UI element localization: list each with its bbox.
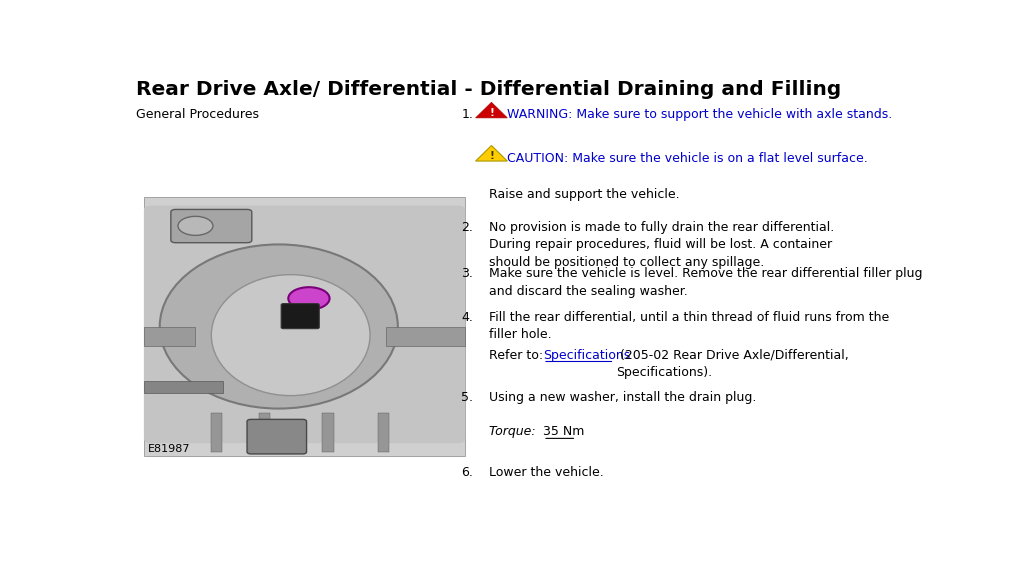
Polygon shape <box>475 102 507 118</box>
Circle shape <box>178 217 213 236</box>
FancyBboxPatch shape <box>282 304 319 329</box>
Text: CAUTION: Make sure the vehicle is on a flat level surface.: CAUTION: Make sure the vehicle is on a f… <box>507 151 868 164</box>
FancyBboxPatch shape <box>259 413 270 452</box>
Text: E81987: E81987 <box>147 444 190 454</box>
Text: !: ! <box>489 151 494 161</box>
FancyBboxPatch shape <box>323 413 334 452</box>
FancyBboxPatch shape <box>386 327 465 346</box>
Text: 1.: 1. <box>461 108 473 121</box>
Text: No provision is made to fully drain the rear differential.
During repair procedu: No provision is made to fully drain the … <box>489 220 835 269</box>
Ellipse shape <box>160 245 397 408</box>
Text: Rear Drive Axle/ Differential - Differential Draining and Filling: Rear Drive Axle/ Differential - Differen… <box>136 80 841 99</box>
Text: Torque:: Torque: <box>489 425 544 439</box>
Text: Make sure the vehicle is level. Remove the rear differential filler plug
and dis: Make sure the vehicle is level. Remove t… <box>489 268 923 298</box>
Text: 35 Nm: 35 Nm <box>543 425 585 439</box>
Text: Refer to:: Refer to: <box>489 348 547 361</box>
Polygon shape <box>475 145 507 161</box>
FancyBboxPatch shape <box>143 327 196 346</box>
FancyBboxPatch shape <box>143 381 223 393</box>
FancyBboxPatch shape <box>171 209 252 243</box>
Text: 2.: 2. <box>461 220 473 234</box>
Text: 3.: 3. <box>461 268 473 280</box>
Text: 4.: 4. <box>461 311 473 324</box>
Text: !: ! <box>489 108 494 118</box>
Text: Lower the vehicle.: Lower the vehicle. <box>489 466 604 480</box>
FancyBboxPatch shape <box>143 197 465 456</box>
Text: Raise and support the vehicle.: Raise and support the vehicle. <box>489 188 680 201</box>
Circle shape <box>289 287 330 310</box>
Text: 6.: 6. <box>461 466 473 480</box>
Text: Specifications: Specifications <box>543 348 631 361</box>
FancyBboxPatch shape <box>378 413 389 452</box>
Text: (205-02 Rear Drive Axle/Differential,
Specifications).: (205-02 Rear Drive Axle/Differential, Sp… <box>616 348 849 379</box>
Text: WARNING: Make sure to support the vehicle with axle stands.: WARNING: Make sure to support the vehicl… <box>507 108 893 121</box>
FancyBboxPatch shape <box>143 205 465 443</box>
Ellipse shape <box>211 275 370 396</box>
FancyBboxPatch shape <box>247 420 306 454</box>
Text: General Procedures: General Procedures <box>136 108 259 121</box>
Text: Fill the rear differential, until a thin thread of fluid runs from the
filler ho: Fill the rear differential, until a thin… <box>489 311 889 341</box>
Text: Using a new washer, install the drain plug.: Using a new washer, install the drain pl… <box>489 391 757 404</box>
Text: 5.: 5. <box>461 391 473 404</box>
FancyBboxPatch shape <box>211 413 222 452</box>
